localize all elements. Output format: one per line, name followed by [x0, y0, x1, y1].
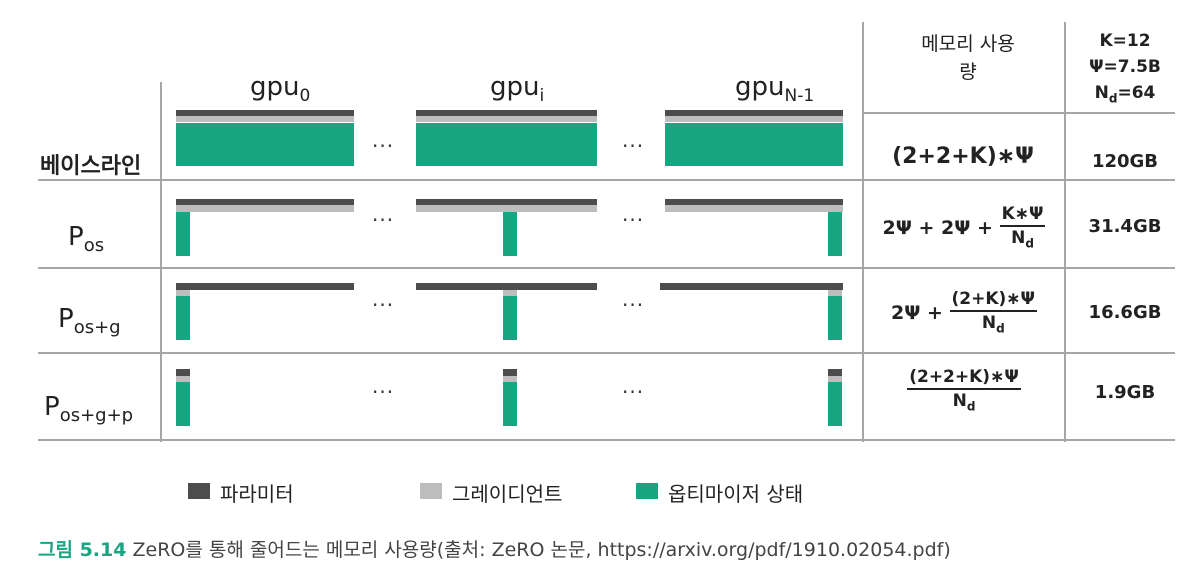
optimizer-bar — [416, 123, 597, 166]
row-label-pos-g-p: Pos+g+p — [44, 392, 133, 426]
param-k: K=12 — [1070, 28, 1180, 54]
gradient-bar — [416, 116, 597, 122]
optimizer-bar — [176, 382, 190, 426]
row-line-4 — [38, 439, 1175, 441]
formula-pos: 2Ψ + 2Ψ + K∗Ψ Nd — [866, 203, 1062, 254]
caption-label: 그림 5.14 — [38, 539, 126, 561]
gradient-bar — [176, 116, 354, 122]
optimizer-bar — [176, 212, 190, 256]
ellipsis: ... — [372, 202, 394, 226]
caption-text: ZeRO를 통해 줄어드는 메모리 사용량(출처: ZeRO 논문, https… — [126, 539, 950, 561]
formula-pos-g-p: (2+2+K)∗Ψ Nd — [866, 366, 1062, 417]
optimizer-bar — [503, 382, 517, 426]
legend-swatch-param — [188, 483, 210, 499]
row-label-baseline: 베이스라인 — [40, 148, 141, 180]
gpu-n-header: gpuN-1 — [735, 72, 814, 106]
gradient-bar — [176, 205, 354, 212]
param-bar — [660, 283, 843, 290]
legend-swatch-gradient — [420, 483, 442, 499]
row-line-2 — [38, 267, 1175, 269]
mem-pos: 31.4GB — [1070, 216, 1180, 237]
param-bar — [176, 369, 190, 376]
formula-baseline: (2+2+K)∗Ψ — [868, 144, 1058, 169]
formula-pos-g: 2Ψ + (2+K)∗Ψ Nd — [866, 288, 1062, 339]
legend-label-gradient: 그레이디언트 — [452, 478, 562, 507]
optimizer-bar — [503, 212, 517, 256]
fraction: (2+2+K)∗Ψ Nd — [907, 366, 1021, 417]
ellipsis: ... — [622, 128, 644, 152]
fraction: K∗Ψ Nd — [1000, 203, 1046, 254]
ellipsis: ... — [372, 287, 394, 311]
divider-labels — [160, 82, 162, 442]
param-bar — [503, 369, 517, 376]
param-nd: Nd=64 — [1070, 80, 1180, 111]
divider-size — [1064, 22, 1066, 442]
optimizer-bar — [828, 296, 842, 340]
ellipsis: ... — [622, 287, 644, 311]
mem-baseline: 120GB — [1070, 151, 1180, 172]
gradient-bar — [416, 205, 597, 212]
row-label-pos-g: Pos+g — [58, 304, 121, 338]
row-line-1 — [38, 179, 1175, 181]
figure-caption: 그림 5.14 ZeRO를 통해 줄어드는 메모리 사용량(출처: ZeRO 논… — [38, 535, 951, 562]
param-psi: Ψ=7.5B — [1070, 54, 1180, 80]
optimizer-bar — [176, 296, 190, 340]
gpu-0-header: gpu0 — [250, 72, 310, 106]
optimizer-bar — [828, 382, 842, 426]
mem-pos-g: 16.6GB — [1070, 302, 1180, 323]
gradient-bar — [665, 205, 843, 212]
optimizer-bar — [176, 123, 354, 166]
ellipsis: ... — [372, 128, 394, 152]
mem-pos-g-p: 1.9GB — [1070, 382, 1180, 403]
row-line-3 — [38, 352, 1175, 354]
ellipsis: ... — [372, 374, 394, 398]
fraction: (2+K)∗Ψ Nd — [950, 288, 1037, 339]
params-header: K=12 Ψ=7.5B Nd=64 — [1070, 28, 1180, 111]
optimizer-bar — [828, 212, 842, 256]
param-bar — [828, 369, 842, 376]
param-bar — [176, 283, 354, 290]
ellipsis: ... — [622, 202, 644, 226]
legend-swatch-optimizer — [636, 483, 658, 499]
legend-label-param: 파라미터 — [220, 478, 294, 507]
param-bar — [416, 283, 597, 290]
memory-column-header: 메모리 사용량 — [918, 30, 1018, 86]
divider-memory — [862, 22, 864, 442]
row-label-pos: Pos — [68, 222, 104, 256]
gpu-i-header: gpui — [490, 72, 544, 106]
ellipsis: ... — [622, 374, 644, 398]
legend-label-optimizer: 옵티마이저 상태 — [668, 478, 803, 507]
gradient-bar — [665, 116, 843, 122]
optimizer-bar — [665, 123, 843, 166]
row-line-header — [862, 112, 1175, 114]
optimizer-bar — [503, 296, 517, 340]
